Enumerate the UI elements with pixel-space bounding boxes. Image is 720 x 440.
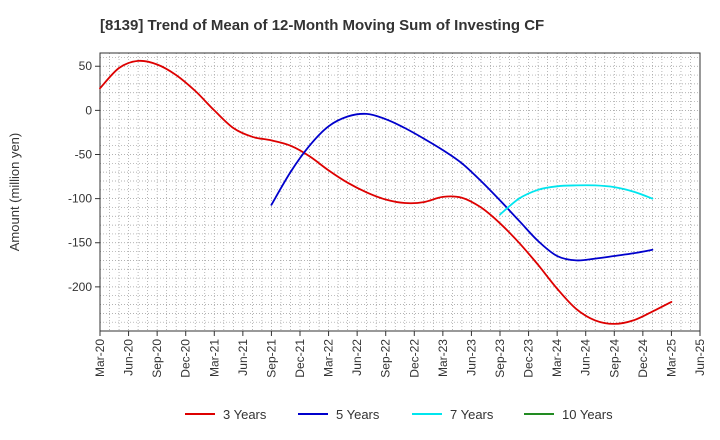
x-tick-label: Dec-23 xyxy=(522,339,536,378)
plot-frame xyxy=(99,52,701,332)
x-tick-label: Jun-24 xyxy=(579,339,593,376)
legend: 3 Years 5 Years 7 Years 10 Years xyxy=(185,407,613,422)
x-tick-label: Mar-21 xyxy=(207,339,221,377)
x-tick-label: Dec-22 xyxy=(407,339,421,378)
series-line-3-years xyxy=(99,59,673,325)
legend-label-5-years: 5 Years xyxy=(336,407,380,422)
chart-title: [8139] Trend of Mean of 12-Month Moving … xyxy=(100,17,544,34)
y-axis: 50 0 -50 -100 -150 -200 xyxy=(68,59,100,294)
plot-area xyxy=(100,53,700,331)
legend-label-3-years: 3 Years xyxy=(223,407,267,422)
x-tick-label: Jun-20 xyxy=(122,339,136,376)
y-axis-title: Amount (million yen) xyxy=(7,133,22,252)
x-tick-label: Dec-21 xyxy=(293,339,307,378)
x-tick-label: Sep-23 xyxy=(493,339,507,378)
x-tick-label: Mar-25 xyxy=(664,339,678,377)
x-tick-label: Sep-21 xyxy=(264,339,278,378)
grid xyxy=(100,53,700,331)
x-tick-label: Sep-24 xyxy=(607,339,621,378)
legend-label-10-years: 10 Years xyxy=(562,407,613,422)
x-tick-label: Mar-23 xyxy=(436,339,450,377)
y-tick-label: -100 xyxy=(68,192,92,206)
series-line-7-years xyxy=(499,184,654,216)
y-tick-label: -150 xyxy=(68,236,92,250)
x-tick-label: Dec-20 xyxy=(179,339,193,378)
x-tick-label: Jun-25 xyxy=(693,339,707,376)
y-tick-label: 0 xyxy=(85,103,92,117)
y-tick-label: -200 xyxy=(68,280,92,294)
x-tick-label: Sep-22 xyxy=(379,339,393,378)
x-tick-label: Jun-21 xyxy=(236,339,250,376)
x-tick-label: Dec-24 xyxy=(636,339,650,378)
legend-label-7-years: 7 Years xyxy=(450,407,494,422)
x-axis: Mar-20 Jun-20 Sep-20 Dec-20 Mar-21 Jun-21 Sep-… xyxy=(93,331,707,378)
x-tick-label: Mar-22 xyxy=(322,339,336,377)
y-tick-label: 50 xyxy=(79,59,93,73)
x-tick-label: Mar-20 xyxy=(93,339,107,377)
series-group xyxy=(99,59,673,325)
x-tick-label: Jun-22 xyxy=(350,339,364,376)
x-tick-label: Sep-20 xyxy=(150,339,164,378)
series-line-5-years xyxy=(270,112,654,262)
x-tick-label: Mar-24 xyxy=(550,339,564,377)
x-tick-label: Jun-23 xyxy=(464,339,478,376)
y-tick-label: -50 xyxy=(75,147,93,161)
